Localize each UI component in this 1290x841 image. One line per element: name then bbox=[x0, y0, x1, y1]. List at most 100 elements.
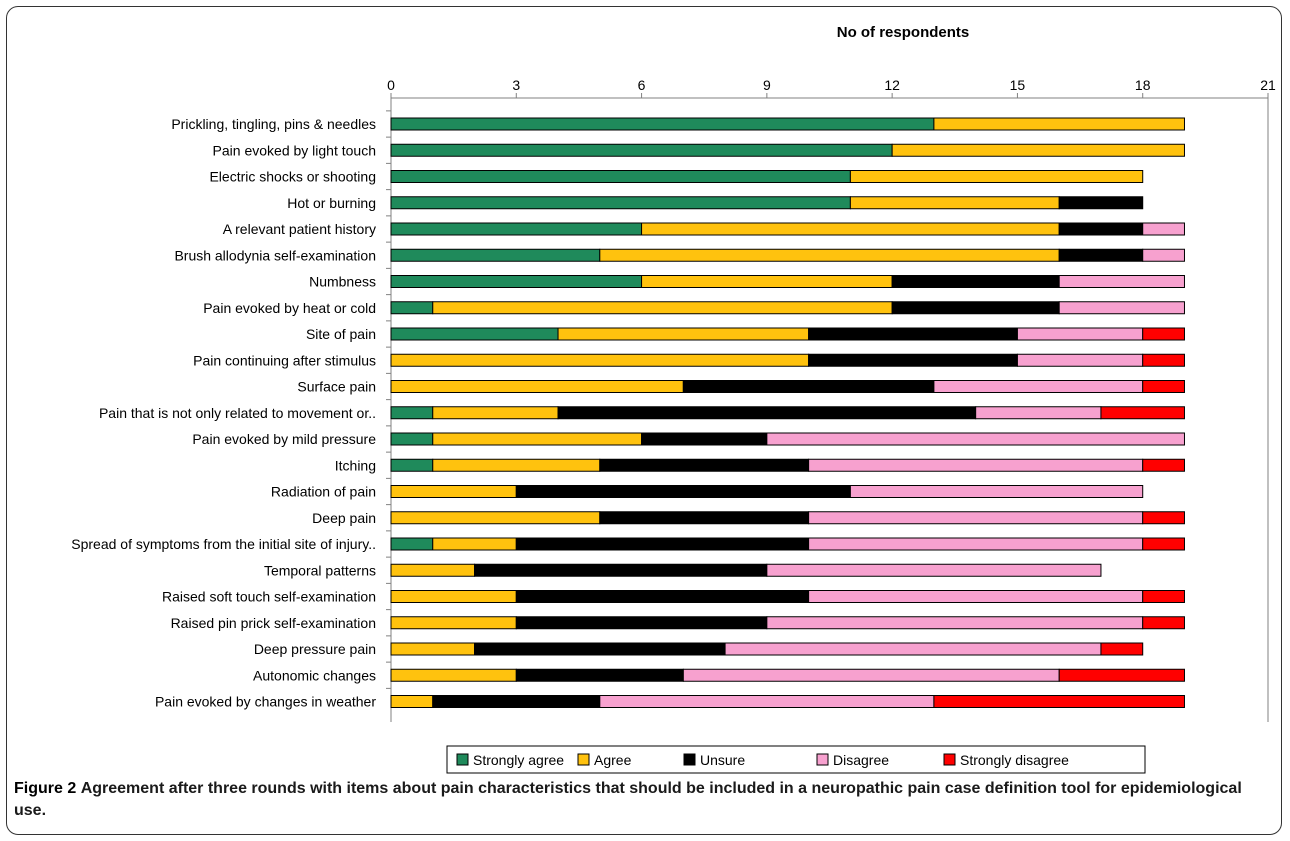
bar-agree bbox=[432, 406, 559, 420]
x-tick-label: 12 bbox=[884, 77, 900, 93]
category-label: Itching bbox=[335, 457, 376, 473]
figure-caption: Figure 2 Agreement after three rounds wi… bbox=[14, 778, 1264, 822]
x-tick-label: 6 bbox=[638, 77, 646, 93]
category-label: Deep pressure pain bbox=[254, 641, 376, 657]
category-label: Radiation of pain bbox=[271, 484, 376, 500]
category-label: Raised soft touch self-examination bbox=[162, 589, 376, 605]
bar-disagree bbox=[808, 511, 1144, 525]
x-tick-label: 21 bbox=[1260, 77, 1276, 93]
bar-agree bbox=[390, 642, 476, 656]
category-label: Pain evoked by light touch bbox=[213, 142, 376, 158]
bar-disagree bbox=[975, 406, 1102, 420]
bar-unsure bbox=[515, 485, 851, 498]
bar-agree bbox=[599, 248, 1060, 262]
bar-strongly-agree bbox=[390, 537, 434, 551]
x-tick-label: 3 bbox=[512, 77, 520, 93]
bar-agree bbox=[557, 327, 810, 341]
category-label: Spread of symptoms from the initial site… bbox=[71, 536, 376, 552]
bar-unsure bbox=[474, 642, 726, 656]
stacked-bar-chart: No of respondents 0 3 6 9 12 15 18 21 Prickling… bbox=[71, 24, 1276, 774]
category-label: Prickling, tingling, pins & needles bbox=[171, 116, 376, 132]
bar-disagree bbox=[724, 642, 1102, 656]
bar-strongly-disagree bbox=[1142, 616, 1185, 630]
legend-swatch-strongly-agree bbox=[456, 753, 469, 766]
category-label: Pain evoked by changes in weather bbox=[155, 694, 376, 710]
bar-unsure bbox=[891, 275, 1060, 288]
bar-unsure bbox=[891, 301, 1060, 315]
bar-agree bbox=[432, 537, 517, 551]
bar-disagree bbox=[933, 380, 1144, 393]
axis-title: No of respondents bbox=[837, 24, 970, 41]
x-tick-label: 0 bbox=[387, 77, 395, 93]
bar-strongly-agree bbox=[390, 248, 601, 262]
bar-strongly-agree bbox=[390, 432, 434, 446]
bar-strongly-disagree bbox=[1142, 327, 1185, 341]
bar-strongly-disagree bbox=[1142, 353, 1185, 367]
legend: Strongly agree Agree Unsure Disagree Strongl… bbox=[446, 745, 1146, 774]
bar-agree bbox=[933, 117, 1185, 131]
bar-unsure bbox=[515, 668, 684, 682]
bar-agree bbox=[432, 432, 643, 446]
bar-strongly-agree bbox=[390, 222, 643, 236]
legend-swatch-strongly-disagree bbox=[943, 753, 956, 766]
bar-strongly-disagree bbox=[1142, 380, 1185, 393]
bar-unsure bbox=[515, 537, 810, 551]
bar-unsure bbox=[557, 406, 977, 420]
bar-strongly-agree bbox=[390, 143, 893, 157]
bar-disagree bbox=[1058, 301, 1185, 315]
legend-label-agree: Agree bbox=[594, 752, 632, 768]
category-label: Pain evoked by mild pressure bbox=[192, 431, 376, 447]
category-label: Surface pain bbox=[297, 379, 376, 395]
bar-unsure bbox=[515, 590, 810, 603]
bar-agree bbox=[390, 563, 476, 577]
caption-label: Figure 2 bbox=[14, 780, 77, 797]
bar-agree bbox=[390, 695, 434, 708]
bar-strongly-agree bbox=[390, 117, 935, 131]
bar-disagree bbox=[766, 432, 1185, 446]
bar-strongly-disagree bbox=[1142, 537, 1185, 551]
x-tick-label: 15 bbox=[1010, 77, 1026, 93]
legend-label-strongly-disagree: Strongly disagree bbox=[960, 752, 1069, 768]
bar-strongly-disagree bbox=[1142, 590, 1185, 603]
category-label: Electric shocks or shooting bbox=[209, 169, 376, 185]
bar-unsure bbox=[599, 458, 810, 472]
bar-strongly-agree bbox=[390, 406, 434, 420]
bar-disagree bbox=[766, 563, 1102, 577]
bar-strongly-disagree bbox=[1142, 511, 1185, 525]
bar-agree bbox=[849, 196, 1060, 210]
bar-unsure bbox=[808, 353, 1018, 367]
bar-agree bbox=[390, 590, 517, 603]
category-labels: Prickling, tingling, pins & needles Pain … bbox=[71, 110, 391, 710]
bar-strongly-agree bbox=[390, 275, 643, 288]
bar-agree bbox=[641, 275, 893, 288]
category-label: Hot or burning bbox=[287, 195, 376, 211]
bar-strongly-agree bbox=[390, 327, 559, 341]
bar-disagree bbox=[808, 590, 1144, 603]
legend-box bbox=[446, 745, 1146, 774]
legend-label-disagree: Disagree bbox=[833, 752, 889, 768]
bar-strongly-agree bbox=[390, 458, 434, 472]
bar-agree bbox=[390, 511, 601, 525]
bar-disagree bbox=[1016, 327, 1144, 341]
bar-disagree bbox=[1016, 353, 1144, 367]
bar-disagree bbox=[1142, 248, 1185, 262]
bar-disagree bbox=[808, 458, 1144, 472]
bar-strongly-disagree bbox=[1100, 642, 1144, 656]
bar-agree bbox=[390, 485, 517, 498]
category-label: Temporal patterns bbox=[264, 562, 376, 578]
category-label: Autonomic changes bbox=[253, 667, 376, 683]
category-label: Pain evoked by heat or cold bbox=[203, 300, 376, 316]
category-label: Site of pain bbox=[306, 326, 376, 342]
x-tick-label: 9 bbox=[763, 77, 771, 93]
bar-disagree bbox=[808, 537, 1144, 551]
bar-unsure bbox=[599, 511, 810, 525]
bar-strongly-agree bbox=[390, 170, 851, 183]
bar-unsure bbox=[1058, 196, 1144, 210]
bar-disagree bbox=[1142, 222, 1185, 236]
bar-strongly-disagree bbox=[1100, 406, 1185, 420]
bar-unsure bbox=[474, 563, 768, 577]
x-axis-ticks: 0 3 6 9 12 15 18 21 bbox=[387, 77, 1276, 98]
bar-disagree bbox=[599, 695, 935, 708]
bar-strongly-disagree bbox=[933, 695, 1185, 708]
bar-agree bbox=[432, 458, 601, 472]
